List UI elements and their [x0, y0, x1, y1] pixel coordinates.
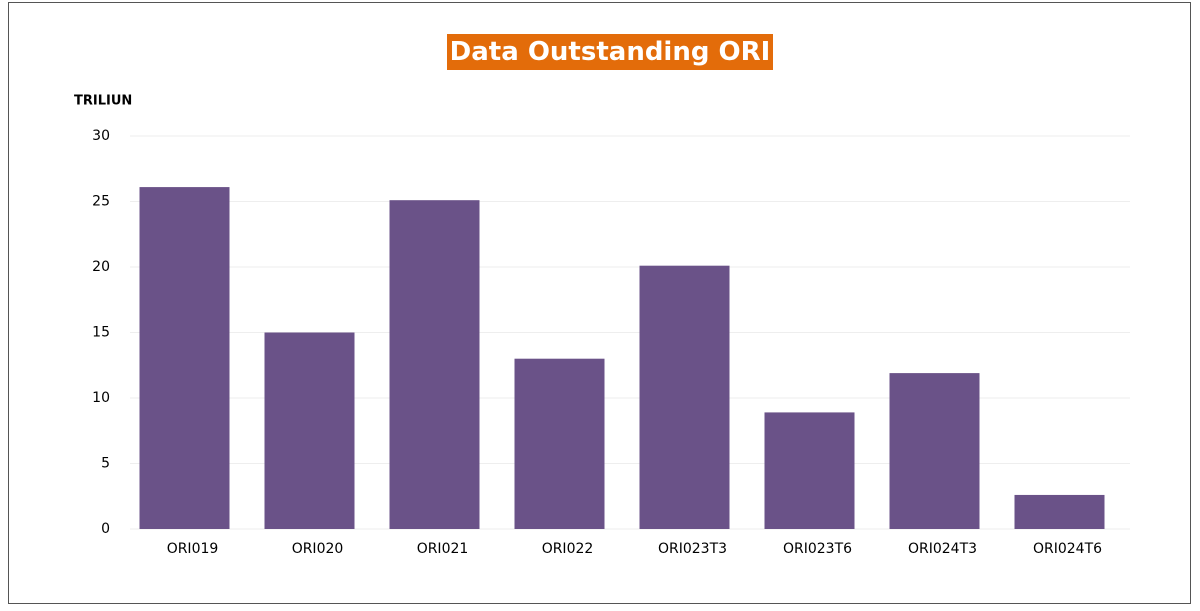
- bar: [514, 358, 605, 529]
- title-wrap: Data Outstanding ORI: [0, 34, 1200, 70]
- bar: [1014, 494, 1105, 529]
- x-tick-label: ORI024T6: [1033, 541, 1102, 557]
- bar: [139, 187, 230, 529]
- bar: [889, 373, 980, 529]
- y-tick-label: 0: [101, 521, 110, 537]
- chart-title: Data Outstanding ORI: [446, 34, 774, 70]
- y-tick-label: 5: [101, 456, 110, 472]
- x-tick-label: ORI021: [417, 541, 469, 557]
- y-axis-label: TRILIUN: [74, 94, 132, 109]
- bar: [764, 412, 855, 529]
- y-tick-label: 30: [92, 128, 110, 144]
- x-tick-label: ORI019: [167, 541, 219, 557]
- y-tick-label: 10: [92, 390, 110, 406]
- y-tick-label: 20: [92, 259, 110, 275]
- chart-frame: [8, 2, 1191, 604]
- x-tick-label: ORI022: [542, 541, 594, 557]
- x-tick-label: ORI023T6: [783, 541, 852, 557]
- bar: [264, 332, 355, 529]
- bar: [639, 265, 730, 529]
- x-tick-label: ORI024T3: [908, 541, 977, 557]
- x-tick-label: ORI020: [292, 541, 344, 557]
- y-tick-label: 25: [92, 194, 110, 210]
- x-tick-label: ORI023T3: [658, 541, 727, 557]
- y-tick-label: 15: [92, 325, 110, 341]
- bar: [389, 200, 480, 529]
